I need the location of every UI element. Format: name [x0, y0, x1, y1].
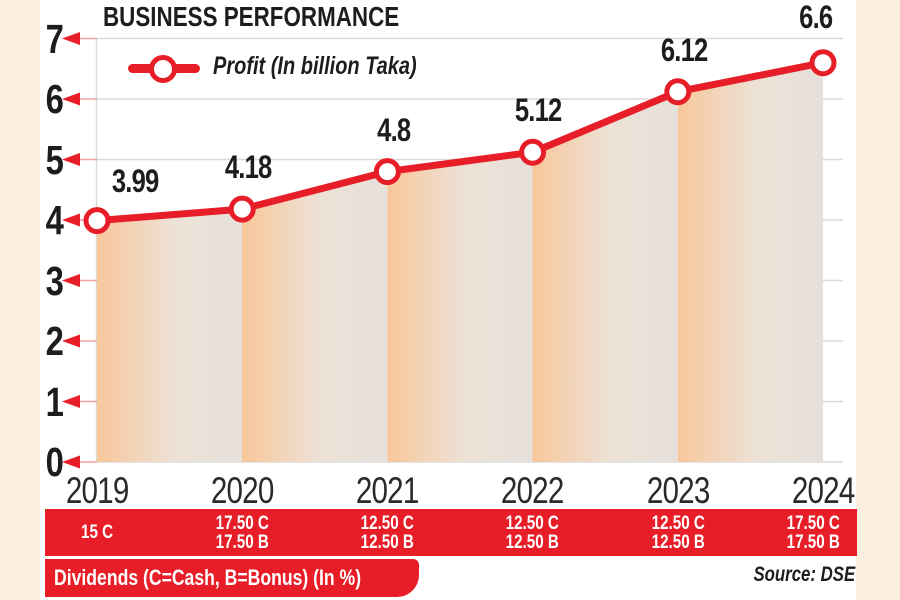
tick-arrow-icon [62, 274, 80, 287]
data-point-label: 6.12 [660, 31, 708, 68]
dividend-line: 15 C [80, 522, 114, 543]
data-point-marker [519, 138, 547, 166]
tick-arrow-icon [62, 32, 80, 45]
y-axis-tick-label: 4 [45, 197, 64, 243]
tick-arrow-icon [62, 153, 80, 166]
data-point-marker [373, 158, 401, 186]
dividend-line: 12.50 C [360, 512, 415, 534]
dividend-line: 17.50 B [215, 531, 269, 553]
y-axis-tick-label: 0 [45, 439, 64, 485]
chart-title-text: BUSINESS PERFORMANCE [103, 1, 400, 32]
data-point-marker [228, 195, 256, 223]
data-point-label: 5.12 [515, 92, 562, 129]
chart-title: BUSINESS PERFORMANCE [103, 1, 473, 33]
tick-arrow-icon [62, 334, 80, 348]
y-axis-tick-label: 2 [45, 318, 64, 364]
data-point-label: 4.8 [376, 111, 411, 148]
y-axis-tick-label: 1 [45, 378, 64, 425]
dividend-line: 12.50 C [651, 512, 705, 534]
dividend-cell: 12.50 C 12.50 B [312, 509, 462, 556]
legend-label: Profit (In billion Taka) [213, 52, 417, 80]
dividend-cell: 17.50 C 17.50 B [167, 509, 317, 556]
profit-area-fill [97, 62, 823, 462]
dividend-line: 17.50 C [786, 512, 840, 534]
left-margin-strip [0, 0, 40, 600]
tick-arrow-icon [62, 455, 80, 469]
dividend-line: 12.50 B [651, 531, 705, 553]
legend: Profit (In billion Taka) [125, 48, 465, 88]
dividend-cell: 17.50 C 17.50 B [738, 509, 888, 556]
x-axis-year-label: 2020 [210, 470, 274, 511]
data-point-marker [809, 49, 837, 77]
dividend-line: 17.50 B [786, 531, 840, 553]
dividends-note-text: Dividends (C=Cash, B=Bonus) (In %) [54, 565, 362, 590]
dividend-line: 12.50 B [505, 531, 560, 553]
x-axis-year-label: 2023 [646, 470, 710, 511]
dividends-note: Dividends (C=Cash, B=Bonus) (In %) [45, 559, 419, 597]
profit-line [93, 59, 827, 225]
dividend-cell: 12.50 C 12.50 B [603, 509, 753, 556]
source-label: Source: DSE [753, 563, 855, 586]
x-axis-year-label: 2024 [791, 470, 855, 511]
x-axis-year-label: 2022 [501, 470, 564, 511]
data-point-label: 6.6 [799, 0, 833, 35]
data-point-label: 4.18 [224, 149, 272, 186]
dividend-cell: 12.50 C 12.50 B [458, 509, 608, 556]
dividend-line: 12.50 C [505, 512, 560, 534]
tick-arrow-icon [62, 92, 80, 106]
y-axis-tick-label: 5 [45, 136, 64, 183]
y-axis-tick-label: 7 [45, 15, 64, 62]
tick-arrow-icon [62, 213, 80, 227]
dividend-line: 17.50 C [215, 512, 269, 534]
legend-circle-marker-icon [149, 55, 177, 83]
y-axis-tick-label: 6 [45, 76, 64, 122]
x-axis-year-label: 2019 [65, 470, 129, 511]
data-point-marker [83, 207, 111, 235]
tick-arrow-icon [62, 395, 80, 408]
data-point-marker [664, 78, 692, 106]
dividend-line: 12.50 B [360, 531, 415, 553]
right-margin-strip [856, 0, 900, 600]
data-point-label: 3.99 [111, 162, 159, 199]
dividend-cell: 15 C [22, 509, 172, 556]
y-axis-tick-label: 3 [45, 257, 64, 304]
x-axis-year-label: 2021 [356, 470, 419, 511]
